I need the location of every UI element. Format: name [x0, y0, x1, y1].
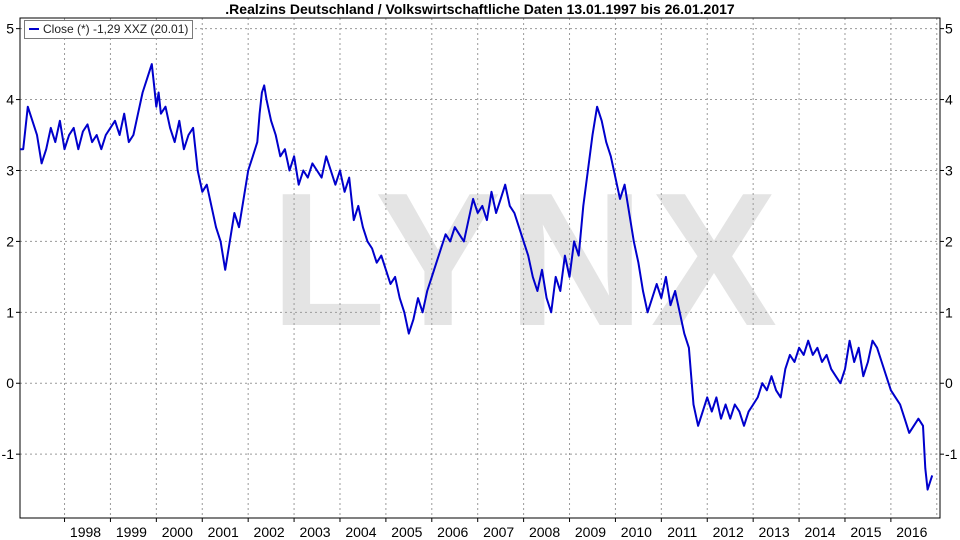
- y-tick-label-left: 4: [6, 92, 14, 108]
- x-tick-label: 2003: [299, 524, 330, 540]
- x-tick-label: 2000: [162, 524, 193, 540]
- x-tick-label: 2016: [896, 524, 927, 540]
- x-tick-label: 2014: [804, 524, 835, 540]
- series-line-close: [20, 63, 934, 491]
- y-axis-left: 5 4 3 2 1 0 -1: [2, 21, 20, 462]
- x-tick-label: 2015: [850, 524, 881, 540]
- x-tick-label: 1998: [70, 524, 101, 540]
- y-tick-label-left: 0: [6, 375, 14, 391]
- x-axis: 1998 1999 2000 2001 2002 2003 2004 2005 2006 2007…: [64, 518, 928, 540]
- x-tick-label: 2011: [667, 524, 697, 540]
- legend-label: Close (*) -1,29 XXZ (20.01): [43, 22, 189, 36]
- chart-title: .Realzins Deutschland / Volkswirtschaftl…: [225, 1, 735, 17]
- y-tick-label-left: 2: [6, 233, 14, 249]
- y-tick-label-right: 1: [945, 304, 953, 320]
- x-tick-label: 2006: [437, 524, 468, 540]
- x-tick-label: 2010: [621, 524, 652, 540]
- y-tick-label-right: 5: [945, 21, 953, 37]
- legend: Close (*) -1,29 XXZ (20.01): [24, 20, 194, 39]
- x-tick-label: 2013: [759, 524, 790, 540]
- x-tick-label: 2002: [254, 524, 285, 540]
- x-tick-label: 2012: [713, 524, 744, 540]
- y-tick-label-right: -1: [945, 446, 958, 462]
- y-tick-label-right: 3: [945, 162, 953, 178]
- y-axis-right: 5 4 3 2 1 0 -1: [940, 21, 958, 462]
- y-tick-label-left: 5: [6, 21, 14, 37]
- legend-swatch: [29, 27, 39, 30]
- x-tick-label: 2004: [345, 524, 376, 540]
- x-tick-label: 2001: [208, 524, 239, 540]
- y-tick-label-left: -1: [2, 446, 15, 462]
- x-tick-label: 1999: [116, 524, 147, 540]
- y-tick-label-right: 4: [945, 92, 953, 108]
- plot-area-frame: [19, 17, 941, 519]
- x-tick-label: 2009: [575, 524, 606, 540]
- x-tick-label: 2008: [529, 524, 560, 540]
- x-tick-label: 2005: [391, 524, 422, 540]
- y-tick-label-right: 2: [945, 233, 953, 249]
- grid-lines: [20, 18, 940, 518]
- x-tick-label: 2007: [483, 524, 514, 540]
- y-tick-label-left: 1: [6, 304, 14, 320]
- y-tick-label-right: 0: [945, 375, 953, 391]
- y-tick-label-left: 3: [6, 162, 14, 178]
